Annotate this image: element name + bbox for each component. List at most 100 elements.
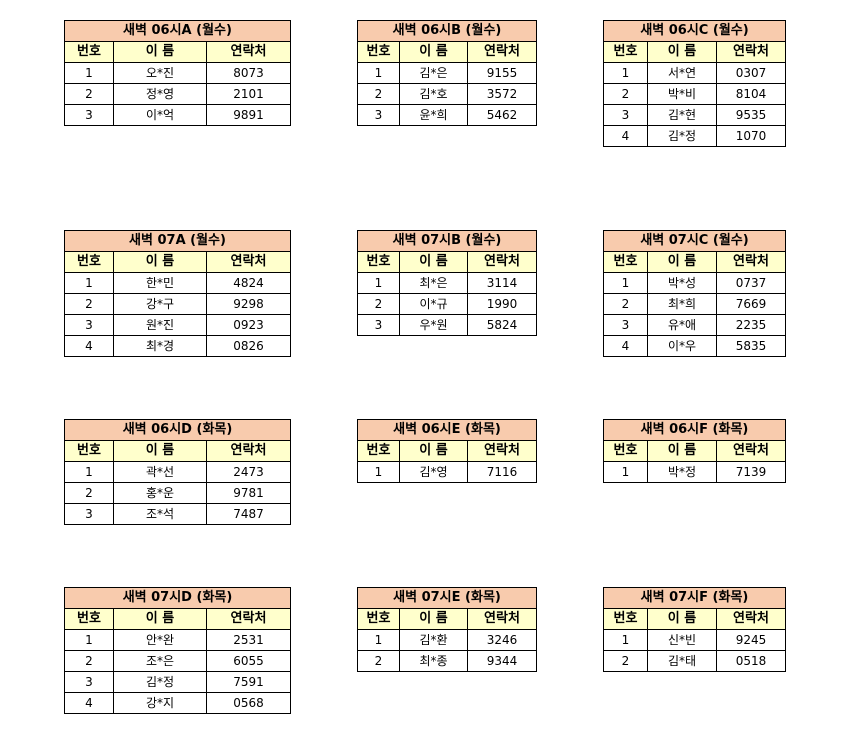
header-number[interactable]: 번호 (357, 251, 400, 273)
header-contact[interactable]: 연락처 (467, 251, 537, 273)
cell-name[interactable]: 김*현 (647, 104, 717, 126)
table-title[interactable]: 새벽 07시F (화목) (603, 587, 786, 609)
cell-number[interactable]: 1 (603, 461, 648, 483)
cell-name[interactable]: 오*진 (113, 62, 207, 84)
cell-number[interactable]: 2 (64, 83, 114, 105)
cell-contact[interactable]: 7487 (206, 503, 291, 525)
cell-number[interactable]: 1 (357, 272, 400, 294)
cell-name[interactable]: 강*지 (113, 692, 207, 714)
cell-number[interactable]: 1 (357, 629, 400, 651)
cell-contact[interactable]: 2473 (206, 461, 291, 483)
cell-number[interactable]: 3 (64, 503, 114, 525)
table-title[interactable]: 새벽 07시C (월수) (603, 230, 786, 252)
header-contact[interactable]: 연락처 (716, 440, 786, 462)
cell-contact[interactable]: 2101 (206, 83, 291, 105)
cell-number[interactable]: 2 (64, 293, 114, 315)
cell-contact[interactable]: 0518 (716, 650, 786, 672)
header-contact[interactable]: 연락처 (467, 41, 537, 63)
cell-name[interactable]: 최*은 (399, 272, 468, 294)
cell-name[interactable]: 윤*희 (399, 104, 468, 126)
cell-number[interactable]: 3 (64, 104, 114, 126)
table-title[interactable]: 새벽 06시B (월수) (357, 20, 537, 42)
cell-number[interactable]: 3 (603, 314, 648, 336)
cell-number[interactable]: 3 (357, 314, 400, 336)
cell-contact[interactable]: 5462 (467, 104, 537, 126)
cell-contact[interactable]: 2531 (206, 629, 291, 651)
header-number[interactable]: 번호 (603, 251, 648, 273)
cell-contact[interactable]: 4824 (206, 272, 291, 294)
cell-number[interactable]: 1 (64, 62, 114, 84)
cell-name[interactable]: 조*은 (113, 650, 207, 672)
table-title[interactable]: 새벽 07시D (화목) (64, 587, 291, 609)
table-title[interactable]: 새벽 06시F (화목) (603, 419, 786, 441)
cell-contact[interactable]: 9781 (206, 482, 291, 504)
cell-number[interactable]: 1 (357, 62, 400, 84)
cell-number[interactable]: 1 (357, 461, 400, 483)
cell-name[interactable]: 한*민 (113, 272, 207, 294)
cell-number[interactable]: 3 (64, 671, 114, 693)
cell-name[interactable]: 박*비 (647, 83, 717, 105)
cell-name[interactable]: 김*정 (647, 125, 717, 147)
header-name[interactable]: 이 름 (113, 440, 207, 462)
cell-contact[interactable]: 0737 (716, 272, 786, 294)
cell-number[interactable]: 1 (64, 629, 114, 651)
table-title[interactable]: 새벽 07A (월수) (64, 230, 291, 252)
header-name[interactable]: 이 름 (113, 608, 207, 630)
cell-number[interactable]: 1 (603, 272, 648, 294)
header-contact[interactable]: 연락처 (716, 608, 786, 630)
header-number[interactable]: 번호 (603, 41, 648, 63)
cell-number[interactable]: 2 (64, 482, 114, 504)
header-name[interactable]: 이 름 (399, 440, 468, 462)
cell-contact[interactable]: 9535 (716, 104, 786, 126)
header-contact[interactable]: 연락처 (206, 41, 291, 63)
header-name[interactable]: 이 름 (647, 251, 717, 273)
cell-contact[interactable]: 8104 (716, 83, 786, 105)
cell-name[interactable]: 김*호 (399, 83, 468, 105)
header-contact[interactable]: 연락처 (467, 440, 537, 462)
header-name[interactable]: 이 름 (399, 251, 468, 273)
header-contact[interactable]: 연락처 (716, 251, 786, 273)
cell-name[interactable]: 유*애 (647, 314, 717, 336)
cell-contact[interactable]: 9344 (467, 650, 537, 672)
cell-contact[interactable]: 0307 (716, 62, 786, 84)
cell-name[interactable]: 김*은 (399, 62, 468, 84)
header-name[interactable]: 이 름 (113, 251, 207, 273)
header-contact[interactable]: 연락처 (206, 608, 291, 630)
cell-number[interactable]: 1 (603, 629, 648, 651)
cell-number[interactable]: 4 (603, 335, 648, 357)
cell-number[interactable]: 1 (64, 461, 114, 483)
cell-name[interactable]: 이*우 (647, 335, 717, 357)
cell-contact[interactable]: 3246 (467, 629, 537, 651)
table-title[interactable]: 새벽 06시E (화목) (357, 419, 537, 441)
cell-number[interactable]: 3 (603, 104, 648, 126)
header-number[interactable]: 번호 (603, 608, 648, 630)
cell-contact[interactable]: 9155 (467, 62, 537, 84)
cell-name[interactable]: 강*구 (113, 293, 207, 315)
table-title[interactable]: 새벽 06시C (월수) (603, 20, 786, 42)
cell-number[interactable]: 4 (64, 692, 114, 714)
header-name[interactable]: 이 름 (399, 41, 468, 63)
cell-contact[interactable]: 7139 (716, 461, 786, 483)
cell-number[interactable]: 2 (603, 650, 648, 672)
cell-contact[interactable]: 7669 (716, 293, 786, 315)
cell-name[interactable]: 이*규 (399, 293, 468, 315)
cell-contact[interactable]: 9298 (206, 293, 291, 315)
header-number[interactable]: 번호 (64, 251, 114, 273)
table-title[interactable]: 새벽 07시E (화목) (357, 587, 537, 609)
table-title[interactable]: 새벽 06시D (화목) (64, 419, 291, 441)
cell-name[interactable]: 김*정 (113, 671, 207, 693)
header-contact[interactable]: 연락처 (716, 41, 786, 63)
header-contact[interactable]: 연락처 (206, 440, 291, 462)
cell-number[interactable]: 1 (64, 272, 114, 294)
cell-name[interactable]: 최*종 (399, 650, 468, 672)
cell-name[interactable]: 정*영 (113, 83, 207, 105)
cell-name[interactable]: 김*태 (647, 650, 717, 672)
cell-name[interactable]: 원*진 (113, 314, 207, 336)
cell-number[interactable]: 3 (357, 104, 400, 126)
header-name[interactable]: 이 름 (647, 41, 717, 63)
cell-number[interactable]: 2 (357, 650, 400, 672)
cell-name[interactable]: 이*억 (113, 104, 207, 126)
cell-name[interactable]: 곽*선 (113, 461, 207, 483)
cell-number[interactable]: 2 (357, 293, 400, 315)
cell-contact[interactable]: 0826 (206, 335, 291, 357)
